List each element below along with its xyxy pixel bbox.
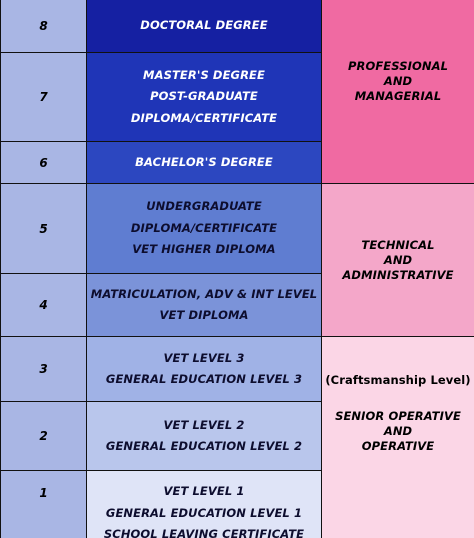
- qualification-level-6: BACHELOR'S DEGREE: [86, 141, 322, 184]
- qualification-text: VET LEVEL 1: [163, 484, 245, 498]
- qualification-level-3: VET LEVEL 3 GENERAL EDUCATION LEVEL 3: [86, 336, 322, 402]
- level-number-5: 5: [0, 183, 87, 274]
- qualification-level-7: MASTER'S DEGREE POST-GRADUATE DIPLOMA/CE…: [86, 52, 322, 142]
- qualification-text: GENERAL EDUCATION LEVEL 2: [105, 439, 303, 453]
- level-number-6: 6: [0, 141, 87, 184]
- qualification-text: VET HIGHER DIPLOMA: [132, 242, 276, 257]
- category-text: SENIOR OPERATIVE: [335, 409, 461, 423]
- level-number-text: 8: [39, 19, 48, 33]
- level-number-8: 8: [0, 0, 87, 53]
- qualification-text: VET DIPLOMA: [159, 308, 249, 322]
- category-text: TECHNICAL: [361, 237, 435, 252]
- level-number-text: 3: [39, 362, 48, 376]
- qualification-text: GENERAL EDUCATION LEVEL 1: [105, 505, 303, 520]
- category-text: OPERATIVE: [361, 439, 435, 453]
- qualification-text: SCHOOL LEAVING CERTIFICATE: [103, 527, 305, 538]
- category-technical-administrative: TECHNICAL AND ADMINISTRATIVE: [321, 183, 474, 337]
- qualification-text: VET LEVEL 3: [163, 350, 245, 365]
- category-text: MANAGERIAL: [354, 89, 442, 103]
- category-senior-operative: (Craftsmanship Level) SENIOR OPERATIVE A…: [321, 336, 474, 538]
- qualification-text: DOCTORAL DEGREE: [140, 18, 268, 33]
- category-subtitle: (Craftsmanship Level): [325, 373, 471, 387]
- level-number-text: 6: [39, 155, 48, 170]
- qualification-level-1: VET LEVEL 1 GENERAL EDUCATION LEVEL 1 SC…: [86, 470, 322, 538]
- qualification-text: DIPLOMA/CERTIFICATE: [130, 220, 278, 235]
- qualification-level-4: MATRICULATION, ADV & INT LEVEL VET DIPLO…: [86, 273, 322, 337]
- category-text: AND: [383, 252, 413, 267]
- qualification-text: VET LEVEL 2: [163, 417, 245, 432]
- level-number-text: 1: [39, 486, 48, 500]
- level-number-text: 4: [39, 298, 48, 312]
- category-professional-managerial: PROFESSIONAL AND MANAGERIAL: [321, 0, 474, 184]
- qualification-text: BACHELOR'S DEGREE: [135, 154, 273, 169]
- qualification-level-8: DOCTORAL DEGREE: [86, 0, 322, 53]
- level-number-3: 3: [0, 336, 87, 402]
- level-number-text: 7: [39, 90, 48, 104]
- level-number-text: 5: [39, 221, 48, 236]
- category-text: AND: [383, 424, 413, 438]
- qualification-text: GENERAL EDUCATION LEVEL 3: [105, 372, 303, 386]
- qualification-text: POST-GRADUATE: [150, 89, 258, 104]
- level-number-text: 2: [39, 429, 48, 443]
- qualification-text: MATRICULATION, ADV & INT LEVEL: [90, 286, 318, 301]
- qualification-text: UNDERGRADUATE: [146, 199, 262, 214]
- category-text: ADMINISTRATIVE: [342, 267, 454, 282]
- level-number-1: 1: [0, 470, 87, 516]
- category-text: PROFESSIONAL: [347, 59, 449, 73]
- level-number-2: 2: [0, 401, 87, 471]
- level-number-7: 7: [0, 52, 87, 142]
- level-number-4: 4: [0, 273, 87, 337]
- category-text: AND: [383, 74, 413, 88]
- qualification-text: MASTER'S DEGREE: [143, 67, 265, 82]
- qualification-level-2: VET LEVEL 2 GENERAL EDUCATION LEVEL 2: [86, 401, 322, 471]
- level-number-1-extension: [0, 515, 87, 538]
- qualification-level-5: UNDERGRADUATE DIPLOMA/CERTIFICATE VET HI…: [86, 183, 322, 274]
- qualification-text: DIPLOMA/CERTIFICATE: [130, 110, 278, 125]
